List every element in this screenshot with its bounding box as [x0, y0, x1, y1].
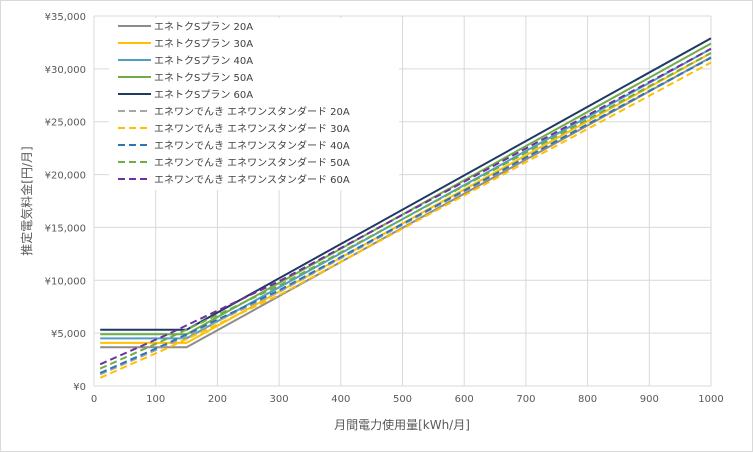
series-lines — [99, 37, 712, 379]
x-tick-label: 700 — [516, 394, 535, 405]
y-tick-label: ¥25,000 — [45, 118, 86, 129]
legend-label-2: エネトクSプラン 30A — [154, 38, 253, 50]
y-tick-label: ¥0 — [73, 382, 86, 393]
legend-label-6: エネワンでんき エネワンスタンダード 20A — [154, 105, 350, 118]
series-line-7 — [99, 61, 712, 379]
y-tick-label: ¥5,000 — [51, 329, 86, 340]
series-line-1 — [100, 56, 712, 349]
x-tick-label: 500 — [393, 394, 412, 405]
y-axis-ticks: ¥0 ¥5,000 ¥10,000 ¥15,000 ¥20,000 ¥25,000 ¥30,… — [45, 12, 86, 393]
series-line-8 — [99, 56, 712, 374]
y-tick-label: ¥20,000 — [45, 171, 86, 182]
x-tick-label: 300 — [270, 394, 289, 405]
y-axis-title: 推定電気料金[円/月] — [19, 146, 34, 255]
x-tick-label: 0 — [91, 394, 97, 405]
legend-label-9: エネワンでんき エネワンスタンダード 50A — [154, 156, 350, 169]
legend-background — [109, 18, 399, 190]
x-tick-label: 200 — [208, 394, 227, 405]
series-line-10 — [99, 47, 712, 366]
series-line-2 — [100, 52, 712, 344]
legend-label-4: エネトクSプラン 50A — [154, 72, 253, 84]
x-tick-label: 800 — [578, 394, 597, 405]
x-tick-label: 900 — [640, 394, 659, 405]
series-line-9 — [99, 52, 712, 370]
x-tick-label: 400 — [331, 394, 350, 405]
legend-label-10: エネワンでんき エネワンスタンダード 60A — [154, 173, 350, 186]
x-tick-label: 100 — [146, 394, 165, 405]
legend-label-1: エネトクSプラン 20A — [154, 21, 253, 33]
y-tick-label: ¥35,000 — [45, 12, 86, 23]
x-axis-title: 月間電力使用量[kWh/月] — [334, 417, 470, 432]
y-tick-label: ¥10,000 — [45, 276, 86, 287]
x-axis-ticks: 0 100 200 300 400 500 600 700 800 900 1000 — [91, 394, 724, 405]
y-tick-label: ¥30,000 — [45, 65, 86, 76]
legend: エネトクSプラン 20A エネトクSプラン 30A エネトクSプラン 40A エネトク… — [109, 18, 399, 190]
y-tick-label: ¥15,000 — [45, 223, 86, 234]
legend-label-8: エネワンでんき エネワンスタンダード 40A — [154, 139, 350, 152]
legend-label-5: エネトクSプラン 60A — [154, 89, 253, 101]
legend-label-3: エネトクSプラン 40A — [154, 55, 253, 67]
x-tick-label: 600 — [455, 394, 474, 405]
x-tick-label: 1000 — [698, 394, 723, 405]
legend-label-7: エネワンでんき エネワンスタンダード 30A — [154, 122, 350, 135]
